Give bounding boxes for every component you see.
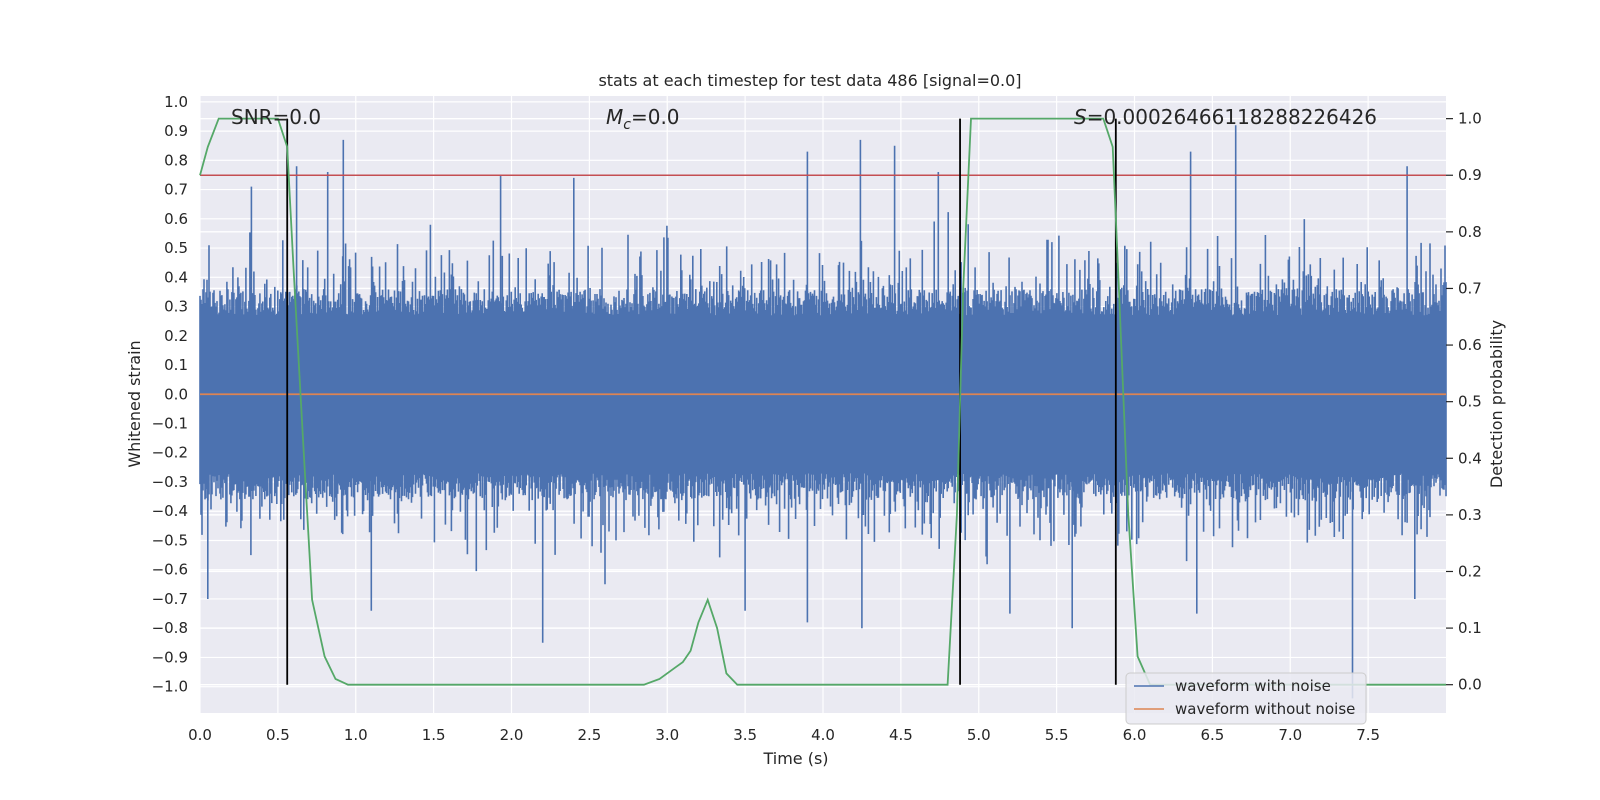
y2-tick-label: 0.4	[1458, 449, 1482, 467]
y-tick-label: −0.7	[152, 590, 188, 608]
y-tick-label: 0.5	[164, 239, 188, 257]
x-tick-label: 5.5	[1045, 726, 1069, 744]
s-symbol: S	[1074, 105, 1087, 129]
s-value: =0.00026466118288226426	[1087, 105, 1377, 129]
mc-symbol: M	[606, 105, 623, 129]
y2-tick-label: 0.0	[1458, 676, 1482, 694]
y2-tick-label: 0.2	[1458, 562, 1482, 580]
y2-tick-label: 0.6	[1458, 336, 1482, 354]
x-tick-label: 6.5	[1200, 726, 1224, 744]
legend-label-noise: waveform with noise	[1175, 677, 1331, 695]
y-tick-label: −1.0	[152, 678, 188, 696]
y2-tick-label: 0.3	[1458, 506, 1482, 524]
legend: waveform with noise waveform without noi…	[1125, 672, 1367, 725]
y-tick-label: −0.4	[152, 502, 188, 520]
y-axis-ticks: 1.0 0.9 0.8 0.7 0.6 0.5 0.4 0.3 0.2 0.1 0.0 −0.1 −0.…	[152, 93, 188, 696]
x-tick-label: 5.0	[967, 726, 991, 744]
y-tick-label: 0.8	[164, 151, 188, 169]
mc-subscript: c	[623, 117, 631, 133]
y-tick-label: 0.9	[164, 122, 188, 140]
y2-axis-label: Detection probability	[1487, 320, 1506, 488]
y2-tick-label: 0.8	[1458, 223, 1482, 241]
y-tick-label: 0.6	[164, 210, 188, 228]
chirp-mass-annotation: Mc=0.0	[606, 105, 680, 133]
x-tick-label: 1.5	[422, 726, 446, 744]
y2-tick-label: 0.1	[1458, 619, 1482, 637]
y-tick-label: −0.9	[152, 648, 188, 666]
y-tick-label: 0.3	[164, 298, 188, 316]
x-tick-label: 2.0	[500, 726, 524, 744]
noise-waveform-series	[199, 125, 1447, 699]
y-axis-label: Whitened strain	[125, 340, 144, 467]
x-tick-label: 3.0	[655, 726, 679, 744]
x-tick-label: 2.5	[577, 726, 601, 744]
x-tick-label: 3.5	[733, 726, 757, 744]
y2-tick-label: 1.0	[1458, 110, 1482, 128]
x-tick-label: 4.0	[811, 726, 835, 744]
y2-tick-label: 0.9	[1458, 166, 1482, 184]
x-axis-label: Time (s)	[762, 749, 828, 768]
x-tick-label: 6.0	[1123, 726, 1147, 744]
y-tick-label: 0.4	[164, 268, 188, 286]
x-tick-label: 0.0	[188, 726, 212, 744]
y2-axis-ticks: 1.0 0.9 0.8 0.7 0.6 0.5 0.4 0.3 0.2 0.1 0.0	[1446, 110, 1482, 694]
y-tick-label: −0.5	[152, 531, 188, 549]
noise-core-band	[200, 347, 1446, 459]
legend-box	[1125, 672, 1367, 725]
chart-title: stats at each timestep for test data 486…	[598, 71, 1021, 90]
x-tick-label: 7.0	[1278, 726, 1302, 744]
snr-annotation: SNR=0.0	[231, 105, 321, 129]
x-tick-label: 4.5	[889, 726, 913, 744]
y-tick-label: 0.0	[164, 385, 188, 403]
y-tick-label: −0.1	[152, 415, 188, 433]
y2-tick-label: 0.7	[1458, 279, 1482, 297]
x-tick-label: 7.5	[1356, 726, 1380, 744]
x-tick-label: 1.0	[344, 726, 368, 744]
y-tick-label: −0.3	[152, 473, 188, 491]
y-tick-label: −0.8	[152, 619, 188, 637]
legend-label-clean: waveform without noise	[1175, 700, 1355, 718]
y2-tick-label: 0.5	[1458, 393, 1482, 411]
y-tick-label: 0.2	[164, 327, 188, 345]
y-tick-label: −0.2	[152, 444, 188, 462]
series-detection-probability	[199, 117, 1446, 686]
y-tick-label: 0.1	[164, 356, 188, 374]
mc-value: =0.0	[631, 105, 680, 129]
y-tick-label: −0.6	[152, 561, 188, 579]
y-tick-label: 1.0	[164, 93, 188, 111]
s-annotation: S=0.00026466118288226426	[1074, 105, 1377, 129]
y-tick-label: 0.7	[164, 181, 188, 199]
x-axis-ticks: 0.0 0.5 1.0 1.5 2.0 2.5 3.0 3.5 4.0 4.5 5.0 5.5 6.0 6…	[188, 726, 1380, 744]
x-tick-label: 0.5	[266, 726, 290, 744]
